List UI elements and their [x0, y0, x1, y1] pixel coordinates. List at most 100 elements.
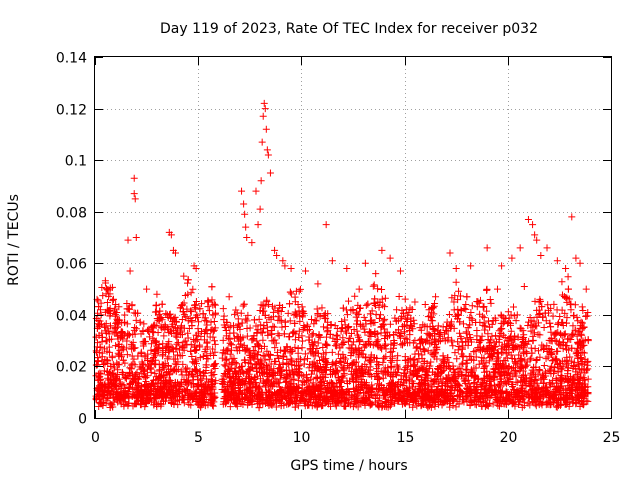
data-point-bg [540, 362, 548, 370]
data-point-bg [190, 383, 198, 391]
data-point-bg [455, 287, 463, 295]
data-point-bg [307, 349, 315, 357]
data-point-bg [152, 301, 160, 309]
data-point-bg [172, 386, 180, 394]
data-point-bg [398, 306, 406, 314]
data-point-bg [286, 317, 294, 325]
data-point-bg [94, 297, 102, 305]
data-point-bg [325, 384, 333, 392]
data-point-bg [378, 286, 386, 294]
data-point-bg [366, 310, 374, 318]
data-point-bg [269, 337, 277, 345]
data-point-bg [426, 312, 434, 320]
data-point-bg [95, 303, 103, 311]
data-point-bg [427, 358, 435, 366]
data-point-bg [271, 336, 279, 344]
data-point-bg [553, 403, 561, 411]
data-point-bg [253, 372, 261, 380]
data-point-bg [373, 390, 381, 398]
data-point-bg [354, 310, 362, 318]
data-point-bg [532, 363, 540, 371]
data-point-bg [455, 343, 463, 351]
data-point-bg [395, 292, 403, 300]
data-point-bg [452, 403, 460, 411]
data-point-bg [245, 384, 253, 392]
data-point-bg [211, 348, 219, 356]
data-point-bg [530, 329, 538, 337]
data-point-bg [271, 388, 279, 396]
data-point-bg [421, 347, 429, 355]
data-point-bg [221, 323, 229, 331]
data-point-bg [547, 370, 555, 378]
data-point-bg [387, 362, 395, 370]
data-point-bg [347, 370, 355, 378]
data-point-bg [106, 312, 114, 320]
data-point-bg [373, 338, 381, 346]
data-point-bg [165, 329, 173, 337]
data-point-bg [421, 322, 429, 330]
data-point-bg [219, 305, 227, 313]
data-point-bg [239, 401, 247, 409]
data-point-bg [282, 377, 290, 385]
data-point-bg [107, 362, 115, 370]
data-point-bg [308, 367, 316, 375]
data-point-bg [472, 364, 480, 372]
data-point-bg [111, 305, 119, 313]
data-point-bg [98, 381, 106, 389]
data-point-bg [366, 340, 374, 348]
data-point-bg [250, 354, 258, 362]
data-point-bg [218, 375, 226, 383]
data-point-bg [369, 282, 377, 290]
data-point-bg [502, 346, 510, 354]
data-point-bg [133, 386, 141, 394]
data-point-bg [132, 316, 140, 324]
data-point-bg [489, 365, 497, 373]
data-point-bg [100, 391, 108, 399]
data-point-bg [564, 378, 572, 386]
data-point-bg [467, 396, 475, 404]
data-point-bg [561, 309, 569, 317]
data-point-bg [316, 392, 324, 400]
data-point-bg [521, 356, 529, 364]
data-point-bg [159, 363, 167, 371]
data-point-bg [430, 394, 438, 402]
data-point-bg [202, 361, 210, 369]
data-point-bg [276, 364, 284, 372]
data-point-bg [491, 342, 499, 350]
data-point-bg [452, 381, 460, 389]
data-point-bg [548, 349, 556, 357]
data-point-bg [222, 327, 230, 335]
data-point-bg [203, 330, 211, 338]
data-point-bg [112, 342, 120, 350]
data-point-bg [454, 372, 462, 380]
data-point-bg [329, 396, 337, 404]
data-point-bg [400, 399, 408, 407]
data-point-bg [578, 397, 586, 405]
data-point-bg [524, 399, 532, 407]
data-point-bg [519, 335, 527, 343]
data-point-bg [129, 360, 137, 368]
data-point-bg [580, 323, 588, 331]
data-point-bg [532, 376, 540, 384]
data-point-bg [147, 368, 155, 376]
data-point-bg [288, 357, 296, 365]
data-point-bg [527, 354, 535, 362]
data-point-bg [436, 388, 444, 396]
data-point-bg [179, 344, 187, 352]
data-point-bg [137, 401, 145, 409]
data-point-bg [430, 346, 438, 354]
data-point-bg [516, 324, 524, 332]
data-point-bg [200, 336, 208, 344]
data-point-bg [527, 378, 535, 386]
data-point-bg [296, 285, 304, 293]
data-point-bg [153, 400, 161, 408]
data-point-bg [544, 353, 552, 361]
data-point-bg [466, 389, 474, 397]
data-point-bg [94, 354, 102, 362]
data-point-bg [246, 394, 254, 402]
data-point-bg [468, 302, 476, 310]
data-point-bg [152, 376, 160, 384]
data-point-bg [297, 390, 305, 398]
data-point-bg [540, 323, 548, 331]
data-point-bg [218, 354, 226, 362]
